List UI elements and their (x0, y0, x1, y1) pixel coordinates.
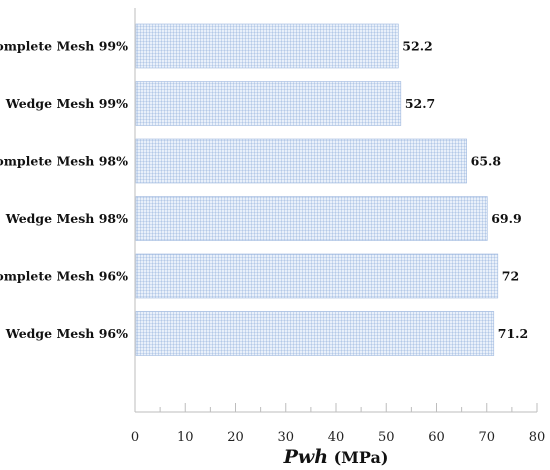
x-tick-label: 60 (428, 430, 445, 445)
x-tick-label: 30 (277, 430, 294, 445)
value-label: 65.8 (471, 154, 502, 169)
category-label: Wedge Mesh 98% (5, 211, 128, 226)
x-tick-label: 50 (378, 430, 395, 445)
category-label: Wedge Mesh 99% (5, 96, 128, 111)
category-labels: Complete Mesh 99% Wedge Mesh 99% Complete … (0, 39, 128, 342)
value-label: 52.7 (405, 96, 435, 111)
bar (135, 138, 467, 184)
bar (135, 196, 488, 241)
x-axis (134, 8, 538, 413)
x-tick-label: 0 (131, 430, 139, 445)
value-label: 71.2 (498, 326, 528, 341)
x-axis-title: Pwh (MPa) (283, 446, 389, 468)
value-label: 52.2 (402, 39, 432, 54)
bar (135, 23, 399, 69)
value-labels: 52.2 52.7 65.8 69.9 72 71.2 (402, 39, 528, 342)
bar (135, 81, 402, 126)
category-label: Wedge Mesh 96% (5, 326, 128, 341)
x-tick-labels: 0 10 20 30 40 50 60 70 80 (131, 430, 545, 445)
x-axis-title-unit: (MPa) (328, 448, 388, 467)
category-label: Complete Mesh 98% (0, 154, 128, 169)
category-label: Complete Mesh 99% (0, 39, 128, 54)
x-axis-title-var: Pwh (283, 446, 328, 468)
bar (135, 253, 499, 299)
value-label: 72 (502, 269, 519, 284)
category-label: Complete Mesh 96% (0, 269, 128, 284)
x-tick-label: 40 (328, 430, 345, 445)
x-tick-label: 70 (478, 430, 495, 445)
bars-group (135, 23, 499, 356)
x-tick-label: 80 (529, 430, 546, 445)
x-tick-label: 20 (227, 430, 244, 445)
bar (135, 311, 495, 356)
x-tick-label: 10 (177, 430, 194, 445)
value-label: 69.9 (491, 211, 521, 226)
